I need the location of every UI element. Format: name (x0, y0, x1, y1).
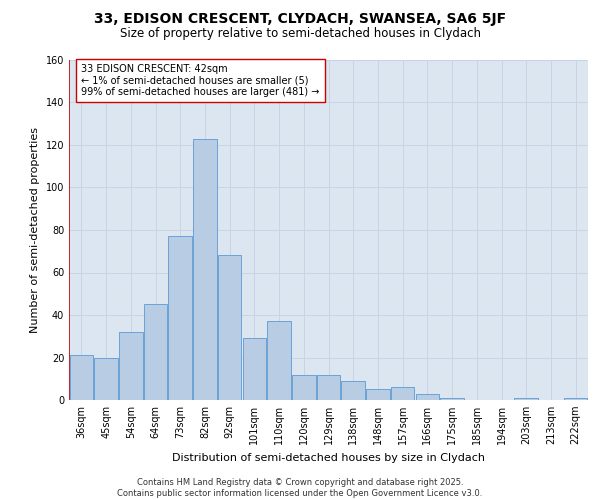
Text: 33 EDISON CRESCENT: 42sqm
← 1% of semi-detached houses are smaller (5)
99% of se: 33 EDISON CRESCENT: 42sqm ← 1% of semi-d… (82, 64, 320, 98)
Bar (169, 236, 192, 400)
Text: 33, EDISON CRESCENT, CLYDACH, SWANSEA, SA6 5JF: 33, EDISON CRESCENT, CLYDACH, SWANSEA, S… (94, 12, 506, 26)
Bar (366, 390, 389, 400)
Bar (416, 394, 439, 400)
Bar (514, 398, 538, 400)
Text: Size of property relative to semi-detached houses in Clydach: Size of property relative to semi-detach… (119, 28, 481, 40)
Bar (564, 398, 587, 400)
Bar (440, 398, 464, 400)
Bar (119, 332, 143, 400)
Bar (317, 374, 340, 400)
Bar (94, 358, 118, 400)
Bar (268, 322, 291, 400)
Bar (242, 338, 266, 400)
Bar (218, 256, 241, 400)
Bar (144, 304, 167, 400)
X-axis label: Distribution of semi-detached houses by size in Clydach: Distribution of semi-detached houses by … (172, 452, 485, 462)
Bar (292, 374, 316, 400)
Y-axis label: Number of semi-detached properties: Number of semi-detached properties (30, 127, 40, 333)
Bar (391, 387, 415, 400)
Bar (341, 381, 365, 400)
Bar (70, 356, 93, 400)
Text: Contains HM Land Registry data © Crown copyright and database right 2025.
Contai: Contains HM Land Registry data © Crown c… (118, 478, 482, 498)
Bar (193, 138, 217, 400)
